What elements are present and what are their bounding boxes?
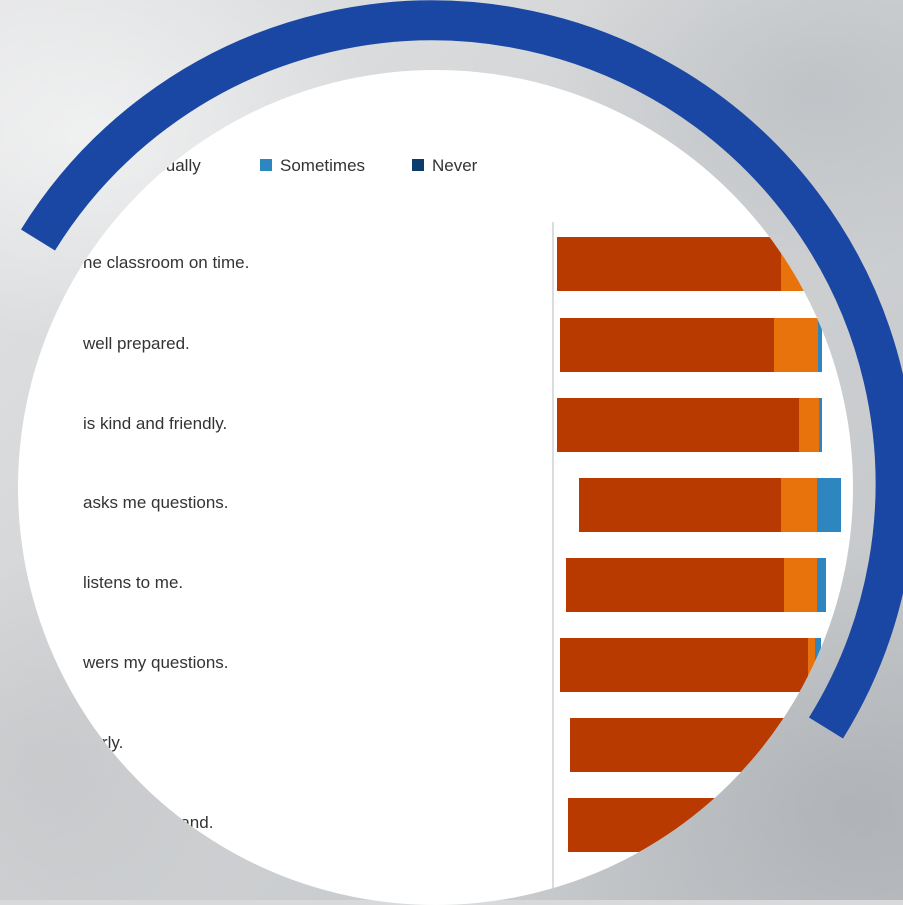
category-label-0: he classroom on time. — [83, 253, 249, 272]
bar-segment-row5-series2 — [815, 638, 821, 692]
bar-segments — [557, 237, 841, 852]
legend-swatch-0 — [125, 159, 137, 171]
bar-segment-row6-series0 — [570, 718, 806, 772]
bar-segment-row7-series0 — [568, 798, 804, 852]
bar-segment-row4-series1 — [784, 558, 817, 612]
chart-photo-circle: Usually Sometimes Never he classroom on ti… — [18, 70, 853, 905]
bar-segment-row1-series2 — [818, 318, 822, 372]
bar-segment-row2-series0 — [557, 398, 799, 452]
bar-segment-row3-series2 — [817, 478, 841, 532]
bar-segment-row4-series0 — [566, 558, 784, 612]
stacked-bar-chart: Usually Sometimes Never he classroom on ti… — [82, 156, 841, 905]
bar-segment-row5-series1 — [808, 638, 815, 692]
category-labels: he classroom on time. well prepared. is ki… — [82, 253, 249, 832]
bar-segment-row1-series0 — [560, 318, 774, 372]
category-label-2: is kind and friendly. — [83, 414, 227, 433]
chart-legend: Usually Sometimes Never — [125, 156, 478, 175]
legend-swatch-2 — [412, 159, 424, 171]
legend-swatch-1 — [260, 159, 272, 171]
category-label-3: asks me questions. — [83, 493, 229, 512]
bar-segment-row1-series1 — [774, 318, 818, 372]
legend-label-0: Usually — [145, 156, 201, 175]
bar-segment-row3-series0 — [579, 478, 781, 532]
category-label-1: well prepared. — [82, 334, 190, 353]
category-label-6: early. — [83, 733, 123, 752]
bar-segment-row0-series1 — [781, 237, 819, 291]
bar-segment-row0-series0 — [557, 237, 781, 291]
bar-segment-row2-series1 — [799, 398, 819, 452]
bar-segment-row3-series1 — [781, 478, 817, 532]
bar-segment-row2-series2 — [819, 398, 822, 452]
category-label-7: l can understand. — [83, 813, 213, 832]
legend-label-1: Sometimes — [280, 156, 365, 175]
category-label-5: wers my questions. — [82, 653, 229, 672]
legend-label-2: Never — [432, 156, 478, 175]
bar-segment-row5-series0 — [560, 638, 808, 692]
bar-segment-row4-series2 — [817, 558, 826, 612]
category-label-4: listens to me. — [83, 573, 183, 592]
